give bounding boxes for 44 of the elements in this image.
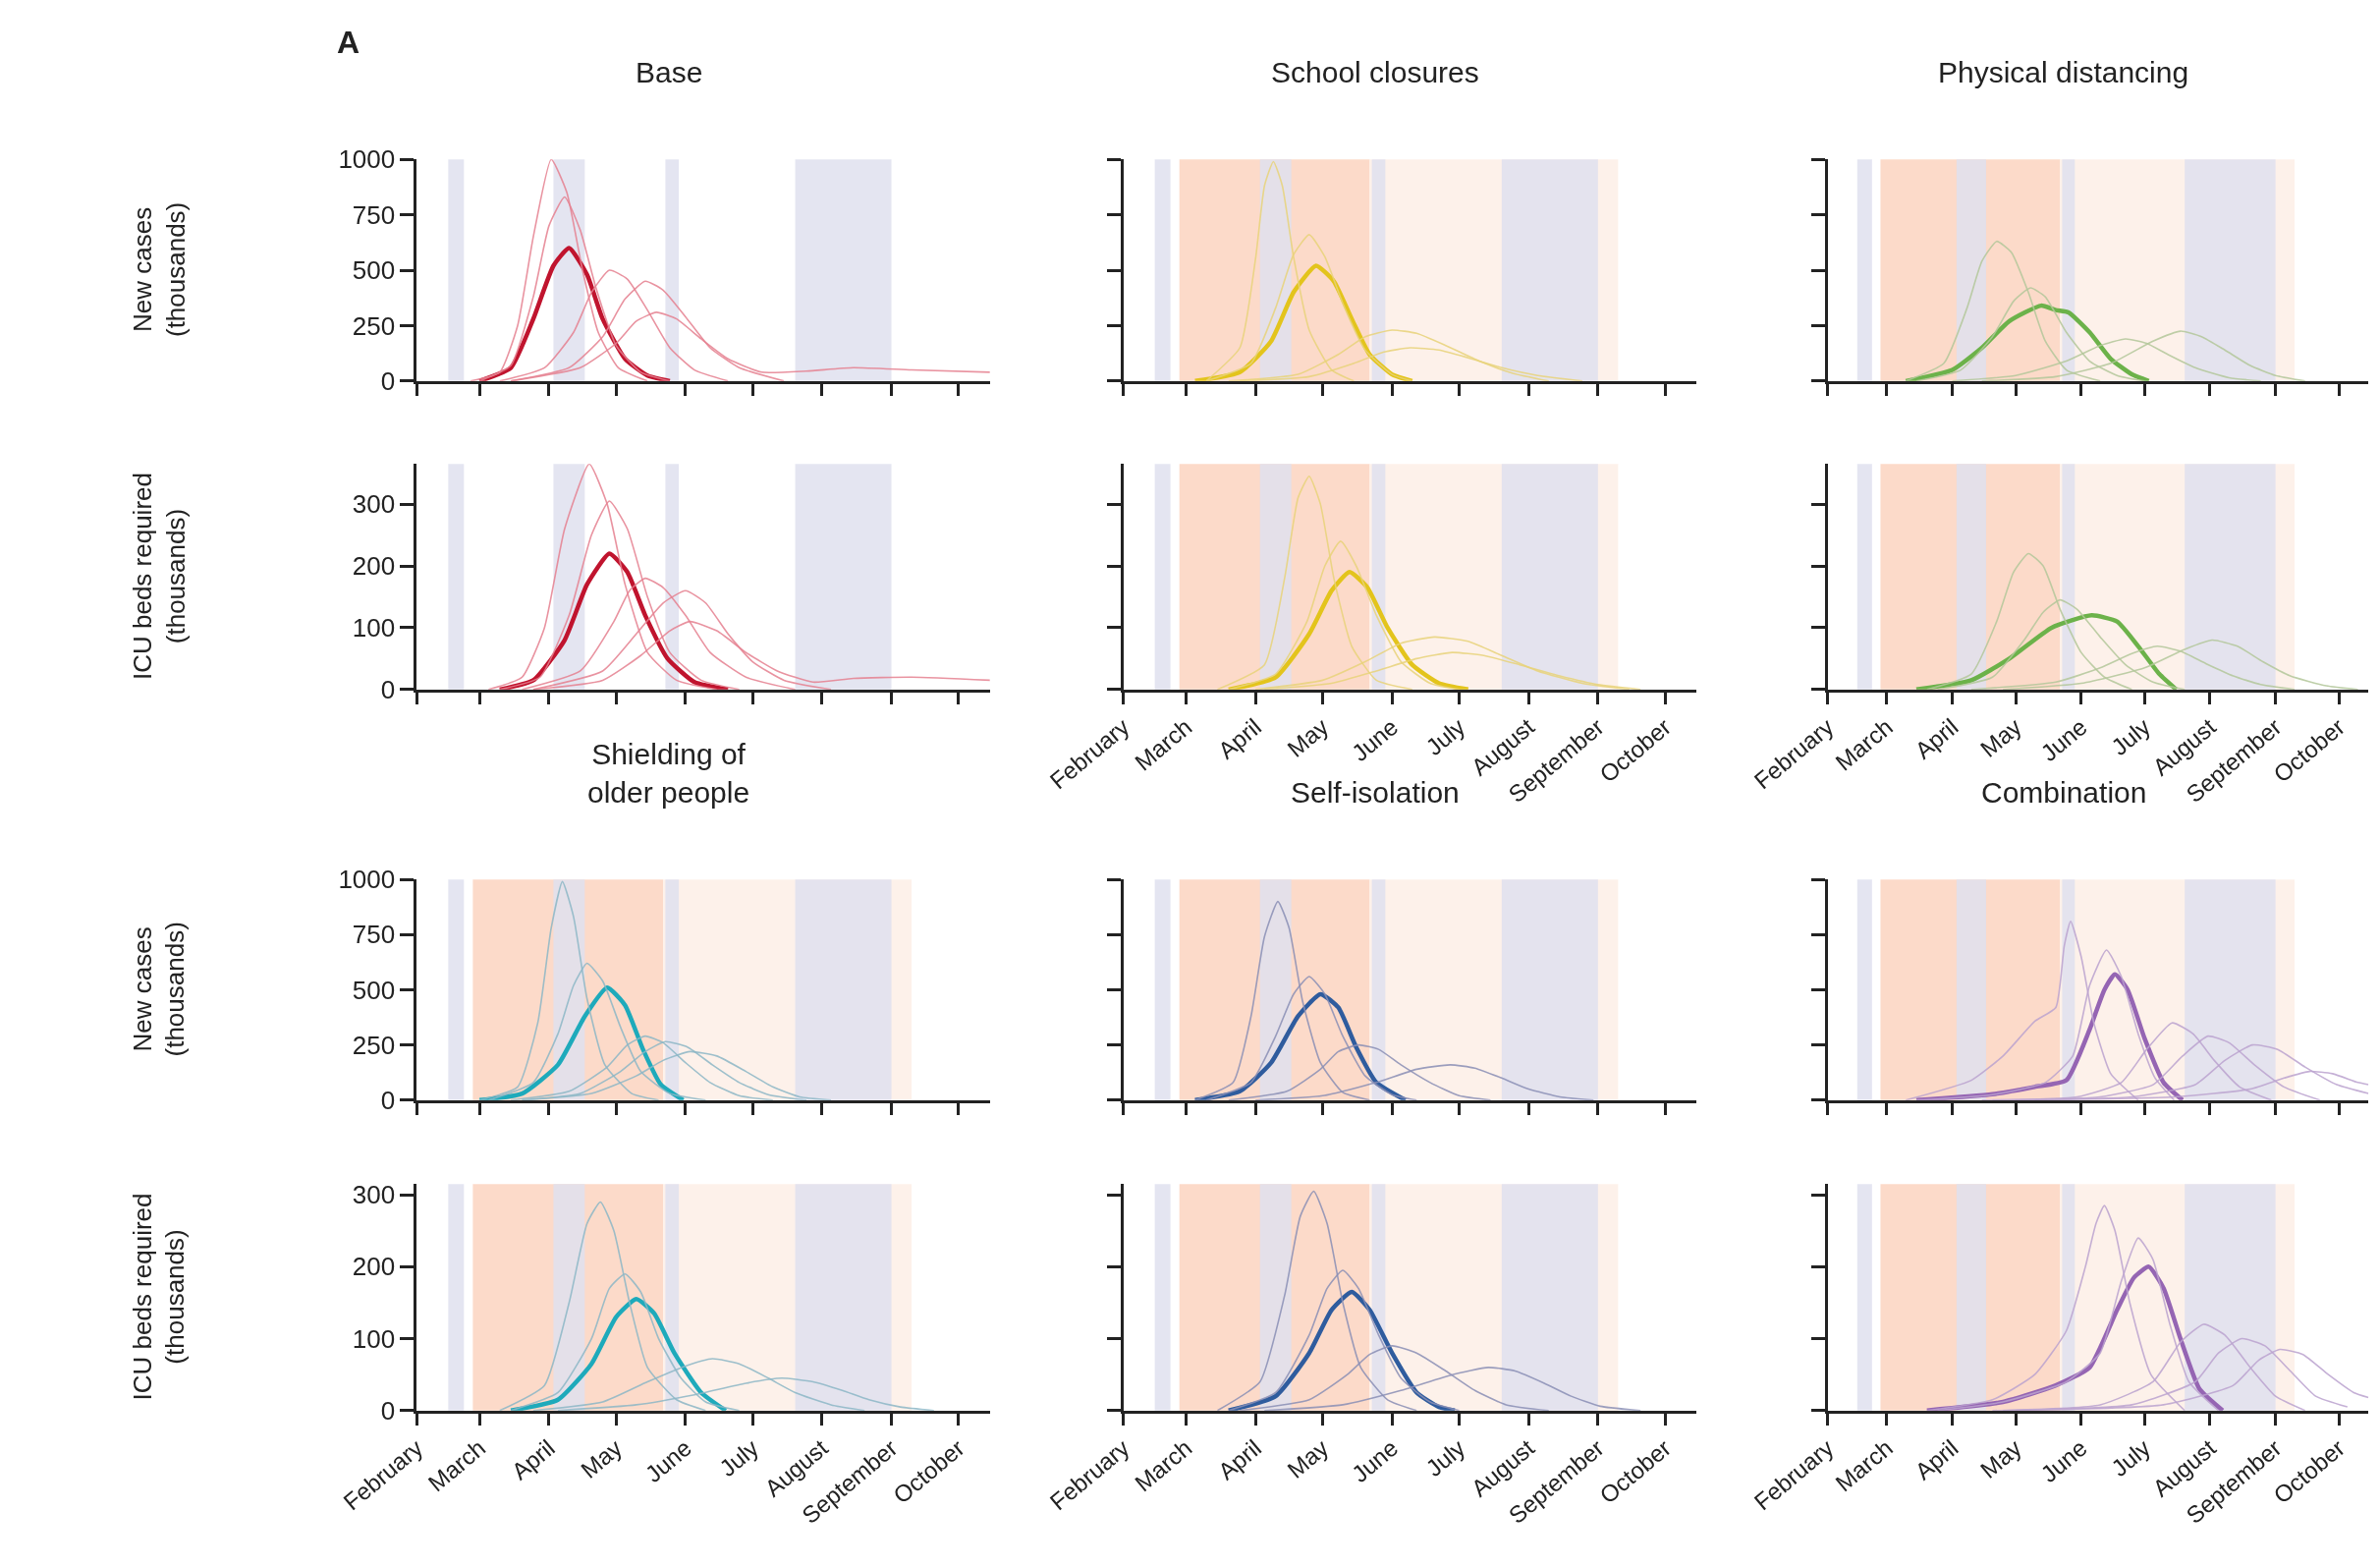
chart-title: Shielding of older people (587, 738, 750, 809)
y-axis-title: ICU beds required (thousands) (127, 1193, 191, 1401)
y-tick-label: 0 (380, 365, 396, 396)
y-tick-label: 750 (352, 920, 396, 950)
y-tick-label: 100 (352, 613, 396, 644)
x-tick-label: June (2035, 1433, 2092, 1488)
x-tick-label: May (1974, 712, 2027, 762)
y-axis-title: New cases (thousands) (127, 922, 191, 1057)
x-tick-label: July (2106, 712, 2156, 761)
y-tick-label: 1000 (338, 865, 396, 895)
x-tick-label: June (2035, 712, 2092, 767)
chart-title: Combination (1981, 776, 2147, 809)
y-tick-label: 0 (380, 1085, 396, 1115)
x-tick-label: July (2106, 1433, 2156, 1483)
y-axis-title: ICU beds required (thousands) (127, 473, 191, 681)
x-tick-label: June (639, 1433, 696, 1488)
chart-title: Self-isolation (1291, 776, 1460, 809)
chart-title: School closures (1271, 56, 1479, 88)
x-tick-label: June (1346, 1433, 1404, 1488)
y-tick-label: 750 (352, 199, 396, 230)
y-tick-label: 200 (352, 551, 396, 582)
x-tick-label: May (576, 1433, 628, 1483)
x-tick-label: May (1282, 1433, 1334, 1483)
x-tick-label: July (1420, 1433, 1470, 1483)
y-tick-label: 500 (352, 975, 396, 1005)
x-tick-label: June (1346, 712, 1404, 767)
y-tick-label: 1000 (338, 144, 396, 175)
y-tick-label: 250 (352, 310, 396, 341)
y-tick-label: 0 (380, 1395, 396, 1426)
text: A (337, 25, 360, 60)
y-tick-label: 300 (352, 1180, 396, 1210)
y-tick-label: 500 (352, 255, 396, 286)
x-tick-label: July (1420, 712, 1470, 761)
y-axis-title: New cases (thousands) (127, 201, 191, 338)
x-tick-label: May (1282, 712, 1334, 762)
y-tick-label: 0 (380, 674, 396, 704)
y-tick-label: 100 (352, 1323, 396, 1354)
chart-title: Physical distancing (1938, 56, 2189, 88)
x-tick-label: May (1974, 1433, 2027, 1483)
y-tick-label: 300 (352, 489, 396, 520)
y-tick-label: 250 (352, 1030, 396, 1060)
x-tick-label: July (714, 1433, 764, 1483)
y-tick-label: 200 (352, 1252, 396, 1282)
chart-title: Base (636, 56, 703, 88)
